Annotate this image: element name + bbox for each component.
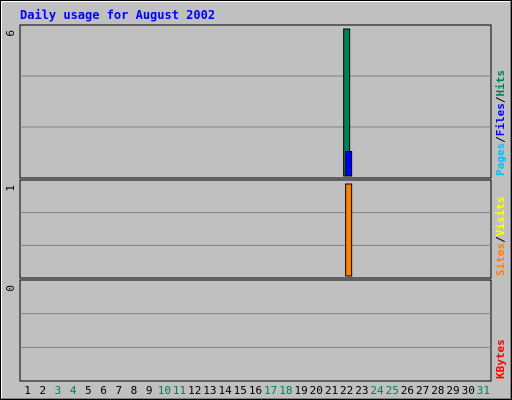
- y-max-label: 1: [4, 185, 17, 192]
- day-label: 17: [264, 384, 277, 397]
- legend: KBytes: [494, 339, 507, 379]
- bar-sites-day-22: [345, 183, 353, 277]
- day-label: 27: [416, 384, 429, 397]
- panel-visits-sites: 1 Sites/Visits: [4, 179, 507, 279]
- day-label: 3: [55, 384, 62, 397]
- day-label: 18: [279, 384, 292, 397]
- legend-separator: /: [494, 136, 507, 143]
- day-label: 16: [249, 384, 262, 397]
- x-axis-day-labels: 1 2 3 4 5 6 7 8 9 10 11 12 13 14 15 16 17 18 19 20 21 22 23 24 2…: [24, 384, 490, 397]
- legend-entry-hits: Hits: [494, 70, 507, 97]
- day-label: 7: [115, 384, 122, 397]
- day-label: 23: [355, 384, 368, 397]
- day-label: 24: [370, 384, 384, 397]
- day-label: 14: [218, 384, 232, 397]
- panel-background: [19, 279, 492, 382]
- day-label: 22: [340, 384, 353, 397]
- day-label: 15: [234, 384, 247, 397]
- day-label: 26: [401, 384, 414, 397]
- legend-separator: /: [494, 96, 507, 103]
- legend-entry-visits: Visits: [494, 197, 507, 237]
- day-label: 30: [462, 384, 475, 397]
- legend-entry-files: Files: [494, 103, 507, 136]
- y-max-label: 0: [4, 285, 17, 292]
- day-label: 6: [100, 384, 107, 397]
- legend-separator: /: [494, 236, 507, 243]
- day-label: 8: [131, 384, 138, 397]
- legend-entry-sites: Sites: [494, 243, 507, 276]
- day-label: 31: [477, 384, 490, 397]
- chart-title: Daily usage for August 2002: [20, 8, 215, 22]
- day-label: 19: [294, 384, 307, 397]
- day-label: 4: [70, 384, 77, 397]
- day-label: 29: [446, 384, 459, 397]
- panel-kbytes: 0 KBytes: [4, 279, 507, 382]
- bar-files-day-22: [345, 151, 353, 177]
- day-label: 11: [173, 384, 186, 397]
- day-label: 5: [85, 384, 92, 397]
- day-label: 2: [39, 384, 46, 397]
- day-label: 25: [386, 384, 399, 397]
- day-label: 10: [158, 384, 171, 397]
- day-label: 20: [310, 384, 323, 397]
- panel-background: [19, 24, 492, 179]
- legend: Sites/Visits: [494, 197, 507, 277]
- legend-entry-pages: Pages: [494, 143, 507, 176]
- day-label: 13: [203, 384, 216, 397]
- legend: Pages/Files/Hits: [494, 70, 507, 176]
- day-label: 21: [325, 384, 338, 397]
- legend-entry-kbytes: KBytes: [494, 339, 507, 379]
- panel-background: [19, 179, 492, 279]
- day-label: 12: [188, 384, 201, 397]
- y-max-label: 6: [4, 30, 17, 37]
- day-label: 28: [431, 384, 444, 397]
- day-label: 1: [24, 384, 31, 397]
- day-label: 9: [146, 384, 153, 397]
